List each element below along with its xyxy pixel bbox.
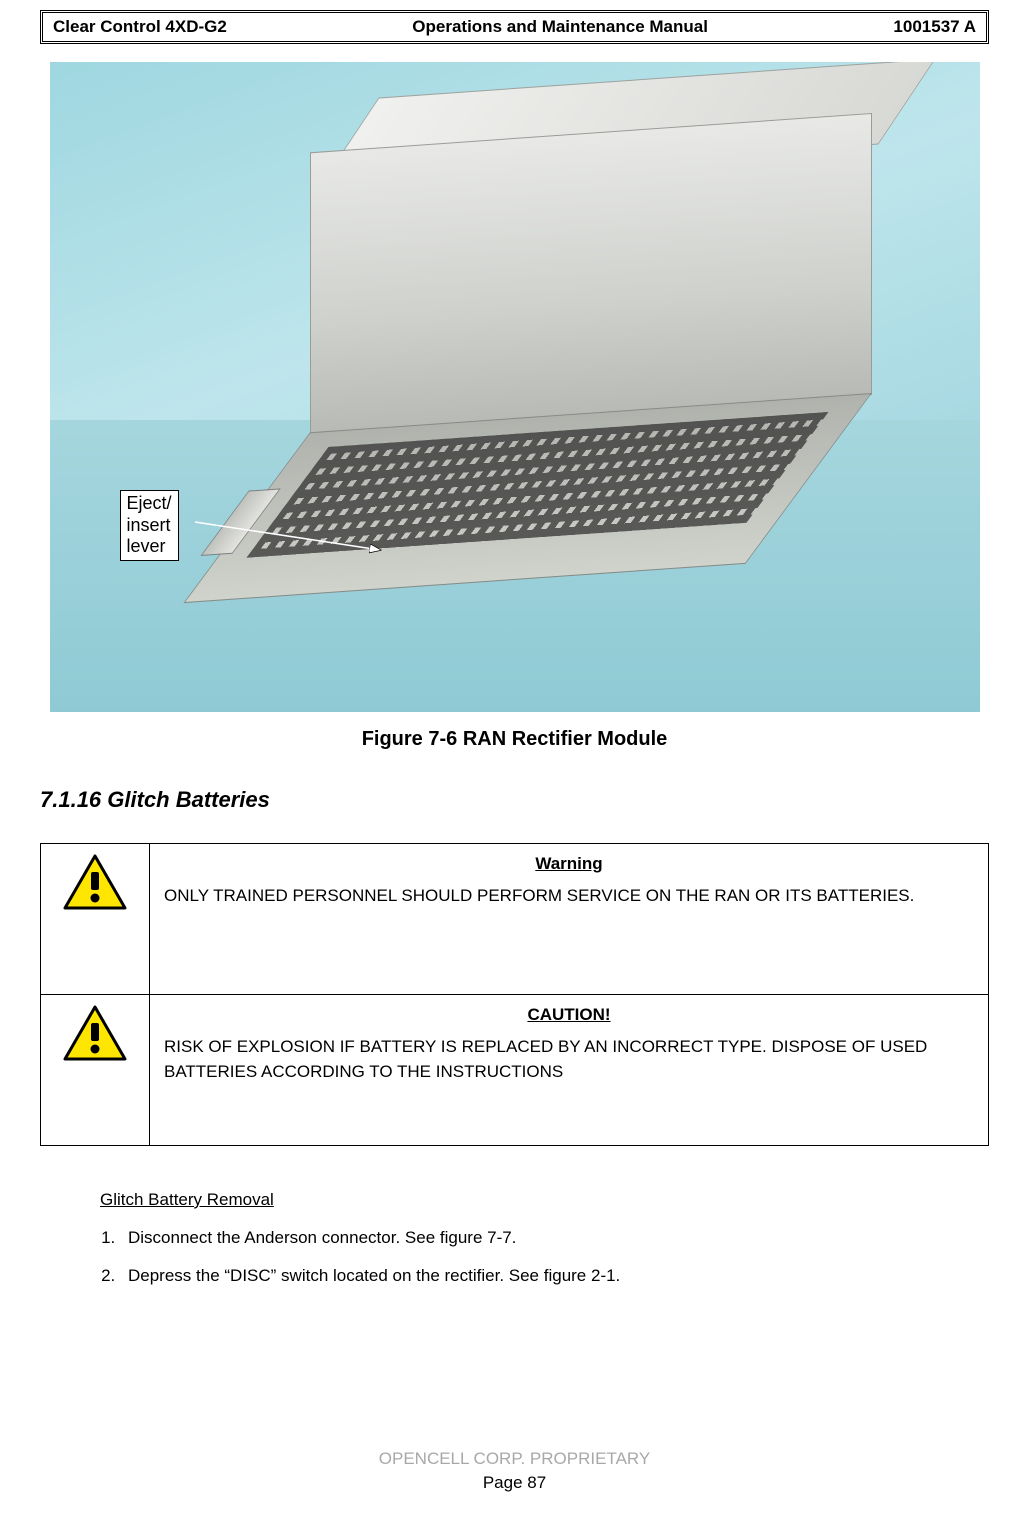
header-right: 1001537 A — [893, 17, 976, 37]
step-1: Disconnect the Anderson connector. See f… — [120, 1228, 989, 1248]
page-footer: OPENCELL CORP. PROPRIETARY Page 87 — [0, 1447, 1029, 1495]
footer-proprietary: OPENCELL CORP. PROPRIETARY — [0, 1447, 1029, 1471]
step-2: Depress the “DISC” switch located on the… — [120, 1266, 989, 1286]
procedure-steps: Disconnect the Anderson connector. See f… — [120, 1228, 989, 1286]
rectifier-module-photo — [50, 62, 980, 712]
caution-text: RISK OF EXPLOSION IF BATTERY IS REPLACED… — [164, 1035, 974, 1084]
caution-title: CAUTION! — [164, 1005, 974, 1025]
header-center: Operations and Maintenance Manual — [412, 17, 708, 37]
warning-icon-cell-1 — [41, 844, 150, 995]
page-header: Clear Control 4XD-G2 Operations and Main… — [40, 10, 989, 44]
callout-line-1: Eject/ — [127, 493, 172, 515]
warning-icon — [63, 854, 127, 910]
caution-icon — [63, 1005, 127, 1061]
callout-eject-lever: Eject/ insert lever — [120, 490, 179, 561]
figure-caption: Figure 7-6 RAN Rectifier Module — [40, 728, 989, 751]
caution-content: CAUTION! RISK OF EXPLOSION IF BATTERY IS… — [150, 995, 989, 1146]
warning-icon-cell-2 — [41, 995, 150, 1146]
callout-line-3: lever — [127, 536, 172, 558]
header-left: Clear Control 4XD-G2 — [53, 17, 227, 37]
admonition-table: Warning ONLY TRAINED PERSONNEL SHOULD PE… — [40, 843, 989, 1146]
warning-text-1: ONLY TRAINED PERSONNEL SHOULD PERFORM SE… — [164, 884, 974, 909]
procedure-heading: Glitch Battery Removal — [100, 1190, 989, 1210]
footer-page-number: Page 87 — [0, 1471, 1029, 1495]
warning-title-1: Warning — [164, 854, 974, 874]
callout-line-2: insert — [127, 515, 172, 537]
figure-photo-container: Eject/ insert lever — [50, 62, 980, 712]
section-heading: 7.1.16 Glitch Batteries — [40, 787, 989, 813]
warning-content-1: Warning ONLY TRAINED PERSONNEL SHOULD PE… — [150, 844, 989, 995]
